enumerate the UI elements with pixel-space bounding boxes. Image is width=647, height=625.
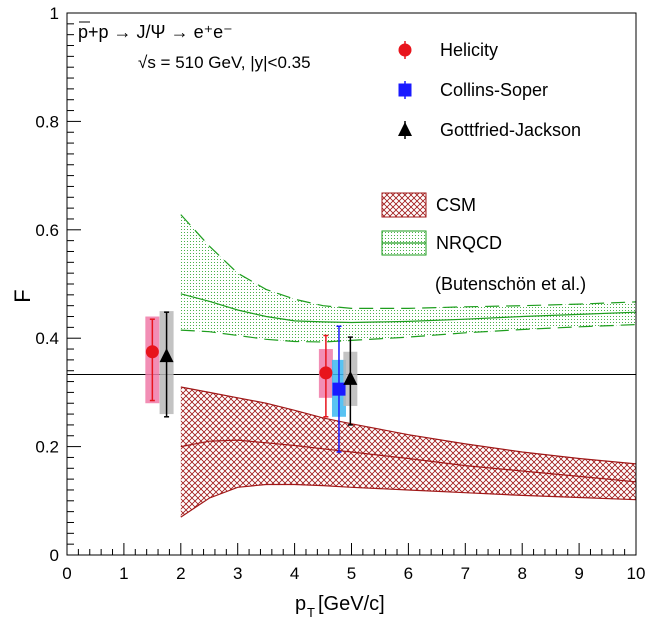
x-tick-label: 3 <box>233 564 242 583</box>
csm-upper-edge <box>180 386 637 465</box>
legend-helicity-label: Helicity <box>440 40 498 60</box>
y-tick-label: 1 <box>50 4 59 23</box>
axes: 0 1 2 3 4 5 6 7 8 9 10 0 0.2 0.4 0.6 0.8 1 <box>35 4 645 583</box>
model-note: (Butenschön et al.) <box>435 274 586 294</box>
y-tick-label: 0 <box>50 546 59 565</box>
legend: Helicity Collins-Soper Gottfried-Jackson CS… <box>381 40 581 256</box>
y-tick-label: 0.2 <box>35 438 59 457</box>
x-tick-label: 8 <box>517 564 526 583</box>
nrqcd-upper-edge <box>180 214 637 309</box>
y-tick-label: 0.8 <box>35 112 59 131</box>
collins-soper-point-0 <box>332 382 346 396</box>
y-tick-label: 0.4 <box>35 329 59 348</box>
legend-csm-label: CSM <box>436 195 476 215</box>
x-axis-label: p T [GeV/c] <box>295 593 385 620</box>
helicity-point-1 <box>319 366 333 380</box>
x-tick-label: 6 <box>404 564 413 583</box>
nrqcd-central-line <box>180 293 637 324</box>
gottfried-jackson-point-1 <box>343 370 358 385</box>
csm-central-line <box>180 439 637 483</box>
svg-text:p: p <box>295 593 306 615</box>
legend-gottfried-jackson-marker <box>398 122 412 136</box>
data-points <box>145 311 358 453</box>
x-tick-label: 5 <box>347 564 356 583</box>
x-tick-label: 0 <box>62 564 71 583</box>
y-axis-label: F <box>10 289 35 302</box>
svg-text:T: T <box>307 605 315 620</box>
legend-gottfried-jackson-label: Gottfried-Jackson <box>440 120 581 140</box>
model-bands <box>180 214 637 518</box>
svg-text:[GeV/c]: [GeV/c] <box>318 593 385 615</box>
x-tick-label: 9 <box>574 564 583 583</box>
x-tick-label: 7 <box>461 564 470 583</box>
title-energy: √s = 510 GeV, |y|<0.35 <box>138 53 311 72</box>
helicity-point-0 <box>145 345 159 359</box>
x-tick-label: 2 <box>176 564 185 583</box>
legend-nrqcd-label: NRQCD <box>436 233 502 253</box>
csm-lower-edge <box>180 483 637 518</box>
nrqcd-lower-edge <box>180 324 637 343</box>
title-reaction: p+p → J/Ψ → e⁺e⁻ <box>78 22 233 42</box>
legend-helicity-marker <box>398 43 412 57</box>
nrqcd-band <box>180 214 637 342</box>
x-tick-label: 4 <box>290 564 299 583</box>
legend-csm-swatch <box>381 192 427 218</box>
legend-collins-soper-marker <box>398 83 412 97</box>
gottfried-jackson-point-0 <box>159 348 174 363</box>
x-tick-label: 10 <box>627 564 646 583</box>
csm-band <box>180 387 637 518</box>
legend-collins-soper-label: Collins-Soper <box>440 80 548 100</box>
y-tick-label: 0.6 <box>35 221 59 240</box>
x-tick-label: 1 <box>119 564 128 583</box>
